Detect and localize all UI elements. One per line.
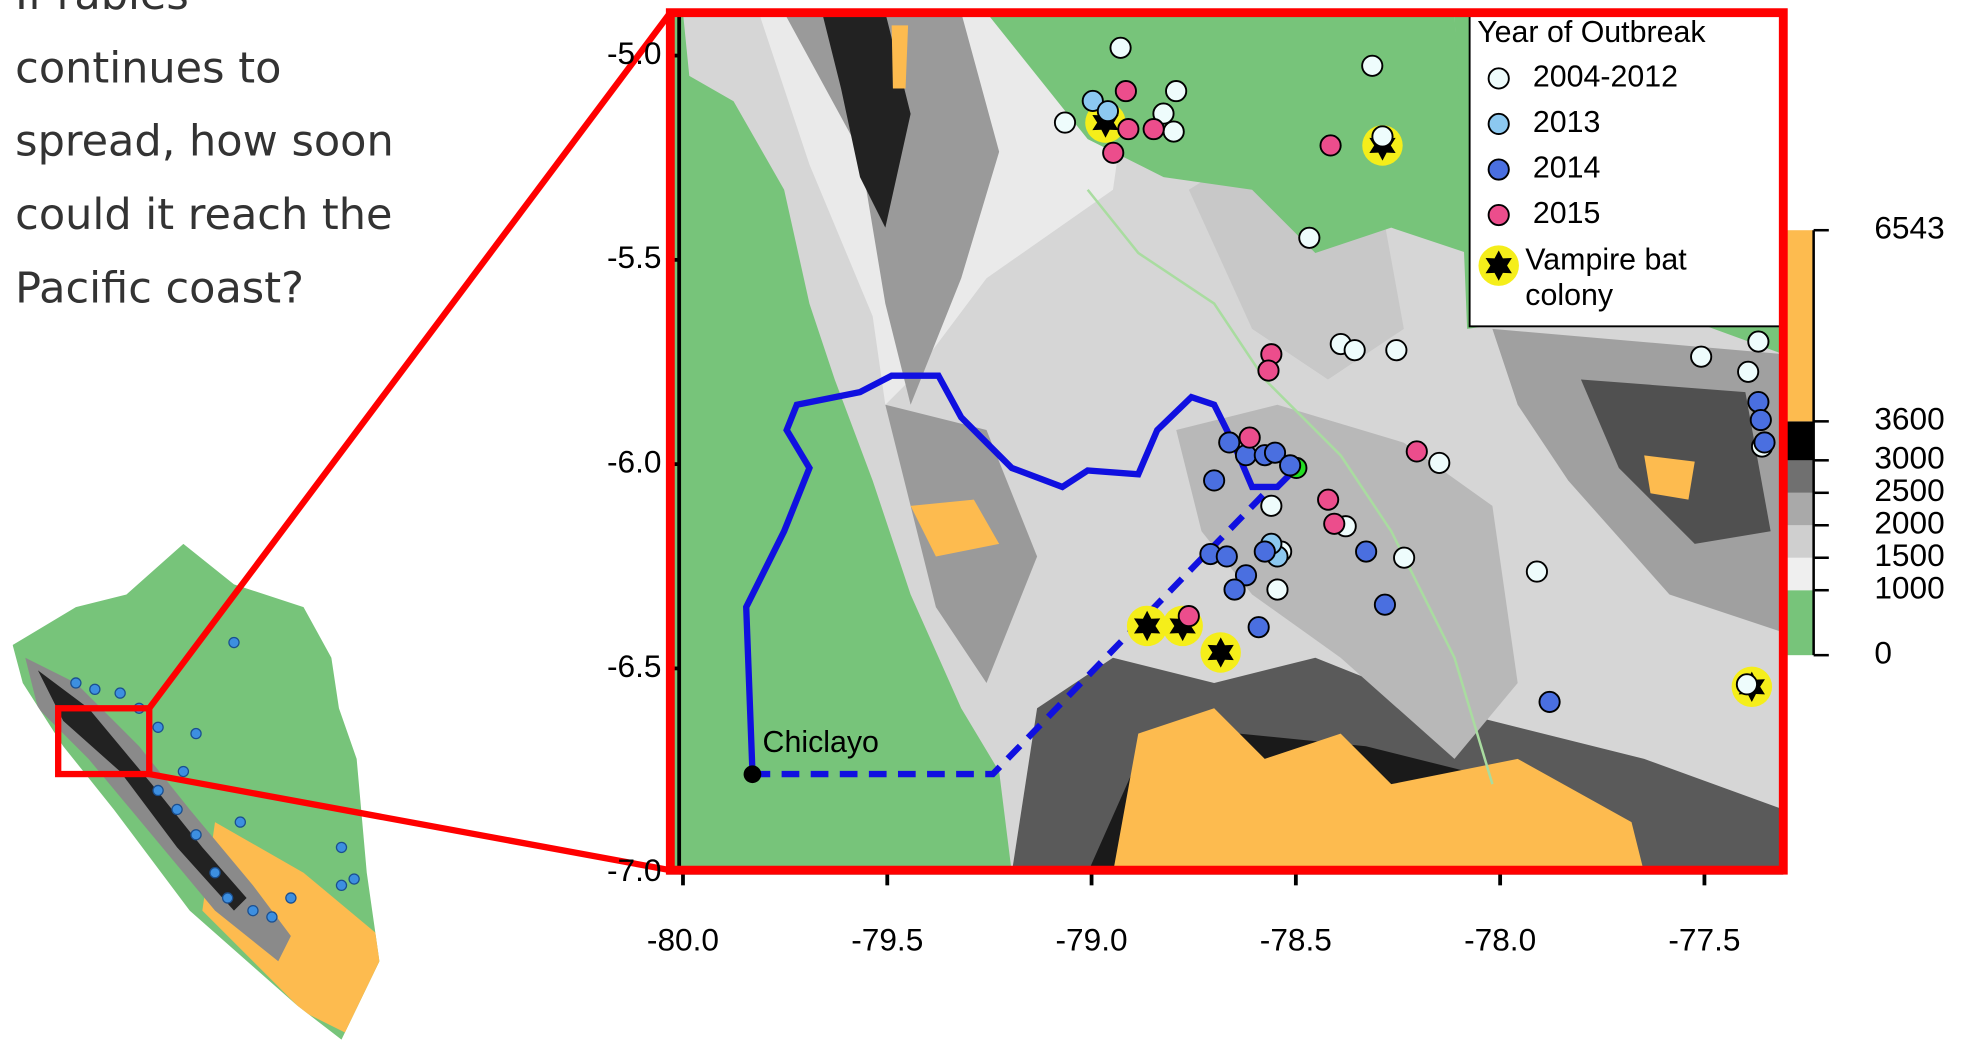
y-tick-label: -5.0 <box>607 35 661 71</box>
point <box>1748 392 1768 412</box>
point <box>1539 692 1559 712</box>
legend-label-box: Vampire bat colony <box>1525 243 1778 332</box>
legend-title: Year of Outbreak <box>1477 16 1706 49</box>
point <box>1240 427 1260 447</box>
colorbar-band <box>1786 558 1814 590</box>
x-tick-label: -77.5 <box>1668 922 1740 958</box>
point <box>1407 441 1427 461</box>
colorbar-band <box>1786 421 1814 460</box>
legend-label: 2015 <box>1533 197 1601 230</box>
point <box>1489 114 1509 134</box>
point <box>1345 340 1365 360</box>
colorbar-label: 0 <box>1874 635 1892 671</box>
point <box>1249 617 1269 637</box>
point <box>1179 606 1199 626</box>
point <box>1219 432 1239 452</box>
x-tick-label: -79.0 <box>1056 922 1128 958</box>
peru-inset <box>0 531 392 1046</box>
slide-line: spread, how soon <box>15 117 394 167</box>
y-tick-label: -6.5 <box>607 648 661 684</box>
legend-label: 2004-2012 <box>1533 60 1678 93</box>
point <box>1116 81 1136 101</box>
point <box>1372 126 1392 146</box>
point <box>1318 490 1338 510</box>
colorbar-band <box>1786 460 1814 492</box>
point <box>1489 205 1509 225</box>
colorbar-band <box>1786 525 1814 557</box>
colorbar-label: 1000 <box>1874 570 1944 606</box>
point <box>1489 68 1509 88</box>
y-tick-label: -6.0 <box>607 443 661 479</box>
point <box>1144 119 1164 139</box>
point <box>1055 112 1075 132</box>
point <box>1261 496 1281 516</box>
page: {"slide_text": ["If rabies", "continues … <box>0 0 1973 1046</box>
legend-label: 2013 <box>1533 106 1601 139</box>
colorbar-band <box>1786 493 1814 525</box>
legend-label: Vampire bat colony <box>1525 243 1746 314</box>
slide-line: continues to <box>15 43 281 93</box>
slide-line: could it reach the <box>15 190 392 240</box>
x-tick-label: -78.0 <box>1464 922 1536 958</box>
city <box>744 765 762 783</box>
point <box>1691 347 1711 367</box>
point <box>1324 514 1344 534</box>
x-tick-label: -79.5 <box>851 922 923 958</box>
colorbar-label: 3000 <box>1874 440 1944 476</box>
slide-text: If rabies continues to spread, how soon cou… <box>15 0 394 313</box>
colorbar-band <box>1786 590 1814 655</box>
x-tick-label: -80.0 <box>647 922 719 958</box>
point <box>1299 228 1319 248</box>
point <box>1204 470 1224 490</box>
slide: If rabies continues to spread, how soon cou… <box>0 0 1973 1046</box>
point <box>1224 579 1244 599</box>
legend-label: 2014 <box>1533 152 1601 185</box>
point <box>1356 541 1376 561</box>
point <box>1754 432 1774 452</box>
point <box>1166 81 1186 101</box>
point <box>1280 455 1300 475</box>
point <box>1429 453 1449 473</box>
point <box>1258 360 1278 380</box>
city-label: Chiclayo <box>763 726 879 759</box>
colorbar-label: 1500 <box>1874 537 1944 573</box>
point <box>1375 595 1395 615</box>
colorbar-label: 2500 <box>1874 472 1944 508</box>
point <box>1118 119 1138 139</box>
point <box>1394 548 1414 568</box>
point <box>1748 331 1768 351</box>
point <box>1737 674 1757 694</box>
colorbar-label: 6543 <box>1874 210 1944 246</box>
point <box>1110 38 1130 58</box>
point <box>1164 121 1184 141</box>
slide-line: Pacific coast? <box>15 263 304 313</box>
point <box>1103 143 1123 163</box>
point <box>1255 541 1275 561</box>
colorbar-band <box>1786 230 1814 421</box>
legend: Year of Outbreak 2004-2012 2013 2014 2015 Vam… <box>1470 13 1784 332</box>
x-tick-label: -78.5 <box>1260 922 1332 958</box>
y-tick-label: -7.0 <box>607 852 661 888</box>
colorbar-label: 3600 <box>1874 401 1944 437</box>
point <box>1098 101 1118 121</box>
y-tick-label: -5.5 <box>607 239 661 275</box>
point <box>1386 340 1406 360</box>
point <box>1527 561 1547 581</box>
point <box>1489 159 1509 179</box>
point <box>1267 579 1287 599</box>
point <box>1362 56 1382 76</box>
point <box>1217 546 1237 566</box>
colorbar-label: 2000 <box>1874 505 1944 541</box>
slide-line: If rabies <box>15 0 189 20</box>
point <box>1738 362 1758 382</box>
point <box>1751 410 1771 430</box>
point <box>1320 135 1340 155</box>
